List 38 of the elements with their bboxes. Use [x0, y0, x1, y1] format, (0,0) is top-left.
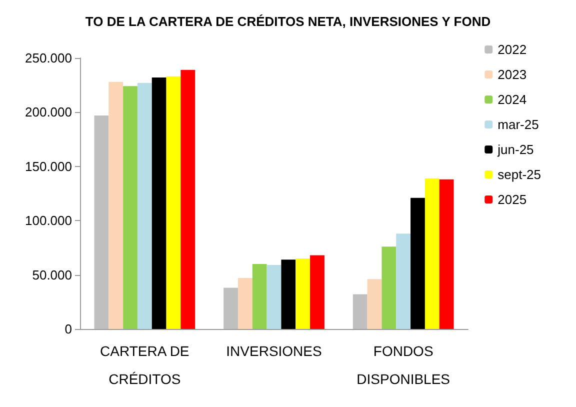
chart-title: TO DE LA CARTERA DE CRÉDITOS NETA, INVERSIONES Y FOND — [85, 14, 491, 29]
bar — [352, 294, 368, 329]
x-tick-label: FONDOS DISPONIBLES — [356, 343, 450, 387]
legend-label: 2024 — [498, 92, 527, 107]
y-tick-label: 150.000 — [25, 158, 72, 174]
bar — [410, 198, 425, 329]
bar — [108, 82, 124, 329]
bar — [296, 258, 310, 329]
bar — [180, 70, 196, 329]
bar — [123, 86, 138, 329]
y-tick-label: 100.000 — [25, 213, 72, 228]
y-tick-label: 50.000 — [32, 267, 72, 282]
bar — [94, 115, 109, 329]
legend-label: mar-25 — [498, 117, 539, 132]
bar — [224, 288, 238, 329]
bar — [310, 255, 324, 329]
bar — [424, 178, 440, 329]
bar — [166, 76, 181, 329]
bar — [238, 278, 252, 329]
bar — [266, 265, 282, 329]
bar — [252, 264, 267, 329]
legend-label: 2023 — [498, 67, 527, 82]
bar — [152, 78, 166, 329]
y-tick-label: 0 — [64, 322, 72, 336]
bar — [367, 279, 382, 329]
bar — [281, 260, 296, 329]
y-tick-label: 200.000 — [25, 104, 72, 120]
bar — [439, 179, 454, 329]
x-tick-label: INVERSIONES — [226, 343, 322, 359]
y-tick-label: 250.000 — [25, 50, 72, 66]
bar — [382, 246, 396, 329]
legend-label: sept-25 — [498, 167, 542, 182]
legend-label: 2022 — [498, 42, 527, 57]
x-tick-label: CARTERA DE CRÉDITOS — [100, 343, 190, 387]
bar — [396, 234, 411, 329]
legend-label: jun-25 — [496, 142, 534, 157]
bar — [137, 82, 152, 329]
legend-label: 2025 — [498, 192, 527, 207]
